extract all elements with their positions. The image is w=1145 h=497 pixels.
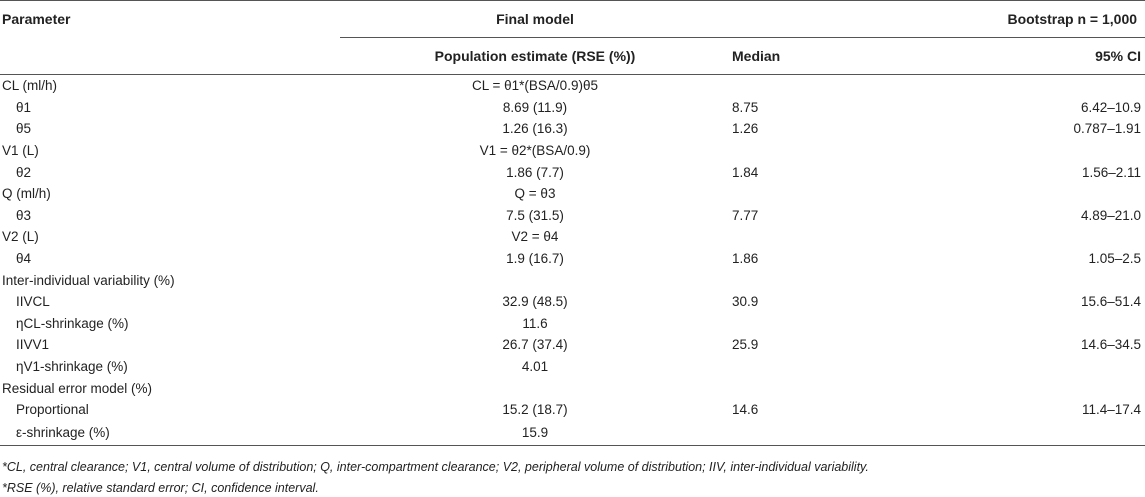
row-estimate: 7.5 (31.5) (506, 207, 564, 223)
row-ci: 11.4–17.4 (1081, 402, 1142, 418)
row-estimate: 15.9 (340, 420, 730, 446)
row-estimate: 8.69 (11.9) (502, 99, 568, 115)
table-row: Q (ml/h) Q = θ3 (0, 183, 1145, 205)
table-row: ηCL-shrinkage (%) 11.6 (0, 313, 1145, 335)
header-ci: 95% CI (970, 37, 1145, 75)
row-ci: 1.56–2.11 (1081, 164, 1142, 180)
header-bootstrap: Bootstrap n = 1,000 (730, 0, 1145, 38)
table-body: CL (ml/h) CL = θ1*(BSA/0.9)θ5 θ1 8.69 (11.9… (0, 75, 1145, 446)
row-estimate (340, 269, 730, 291)
row-parameter: V2 (L) (2, 229, 39, 245)
row-estimate (340, 377, 730, 399)
row-ci: 4.89–21.0 (1080, 207, 1142, 223)
row-median (730, 269, 970, 291)
row-parameter: Proportional (16, 402, 89, 418)
row-median: 25.9 (732, 337, 759, 353)
row-ci (970, 140, 1145, 162)
table-row: θ3 7.5 (31.5) 7.77 4.89–21.0 (0, 205, 1145, 227)
row-parameter: V1 (L) (2, 143, 39, 159)
row-parameter: IIVCL (16, 294, 50, 310)
row-estimate: V2 = θ4 (511, 229, 559, 245)
table-row: ηV1-shrinkage (%) 4.01 (0, 356, 1145, 378)
header-final-model: Final model (340, 0, 730, 38)
row-ci (970, 420, 1145, 446)
row-estimate: V1 = θ2*(BSA/0.9) (479, 143, 591, 159)
row-ci: 15.6–51.4 (1080, 294, 1142, 310)
row-median (730, 140, 970, 162)
table-row: θ1 8.69 (11.9) 8.75 6.42–10.9 (0, 97, 1145, 119)
row-parameter: ε-shrinkage (%) (0, 420, 340, 446)
table-row: Residual error model (%) (0, 377, 1145, 399)
row-estimate: 26.7 (37.4) (502, 337, 568, 353)
table-row: IIVCL 32.9 (48.5) 30.9 15.6–51.4 (0, 291, 1145, 313)
row-median: 30.9 (732, 294, 759, 310)
row-median: 1.84 (732, 164, 759, 180)
row-ci (970, 356, 1145, 378)
row-parameter: ηCL-shrinkage (%) (16, 315, 129, 331)
row-parameter: Inter-individual variability (%) (2, 272, 175, 288)
table-row: ε-shrinkage (%) 15.9 (0, 420, 1145, 446)
table-row: IIVV1 26.7 (37.4) 25.9 14.6–34.5 (0, 334, 1145, 356)
row-parameter: θ5 (16, 121, 32, 137)
row-median: 8.75 (732, 99, 759, 115)
row-median: 7.77 (732, 207, 759, 223)
row-median (730, 183, 970, 205)
row-ci (970, 226, 1145, 248)
row-estimate: 11.6 (522, 315, 548, 331)
row-ci: 6.42–10.9 (1080, 99, 1142, 115)
table-row: θ4 1.9 (16.7) 1.86 1.05–2.5 (0, 248, 1145, 270)
row-ci: 14.6–34.5 (1080, 337, 1142, 353)
row-parameter: IIVV1 (16, 337, 50, 353)
table-row: Inter-individual variability (%) (0, 269, 1145, 291)
row-estimate: 1.9 (16.7) (506, 251, 564, 267)
table-row: V1 (L) V1 = θ2*(BSA/0.9) (0, 140, 1145, 162)
row-ci: 0.787–1.91 (1073, 121, 1142, 137)
row-median (730, 226, 970, 248)
footnote-abbreviations: *CL, central clearance; V1, central volu… (2, 460, 869, 474)
row-parameter: θ2 (16, 164, 32, 180)
row-parameter: ηV1-shrinkage (%) (16, 359, 128, 375)
row-parameter: CL (ml/h) (2, 78, 58, 94)
row-parameter: Residual error model (%) (2, 380, 153, 396)
row-parameter: θ3 (16, 207, 32, 223)
row-median: 14.6 (732, 402, 759, 418)
footnote-rse: *RSE (%), relative standard error; CI, c… (2, 481, 319, 495)
row-ci: 1.05–2.5 (1088, 251, 1142, 267)
row-estimate: 32.9 (48.5) (502, 294, 568, 310)
row-ci (970, 269, 1145, 291)
table-row: θ5 1.26 (16.3) 1.26 0.787–1.91 (0, 118, 1145, 140)
row-estimate: 1.26 (16.3) (502, 121, 568, 137)
row-ci (970, 183, 1145, 205)
row-median (730, 356, 970, 378)
header-parameter: Parameter (0, 0, 340, 38)
table-row: Proportional 15.2 (18.7) 14.6 11.4–17.4 (0, 399, 1145, 421)
row-parameter: θ4 (16, 251, 32, 267)
row-parameter: Q (ml/h) (2, 186, 51, 202)
row-median (730, 420, 970, 446)
header-median: Median (730, 37, 970, 75)
row-estimate: Q = θ3 (514, 186, 556, 202)
table-row: V2 (L) V2 = θ4 (0, 226, 1145, 248)
header-population-estimate: Population estimate (RSE (%)) (340, 37, 730, 75)
row-ci (970, 75, 1145, 97)
row-median (730, 313, 970, 335)
row-ci (970, 313, 1145, 335)
row-estimate: 4.01 (521, 359, 549, 375)
row-median (730, 75, 970, 97)
row-parameter: θ1 (16, 99, 32, 115)
row-estimate: 1.86 (7.7) (506, 164, 564, 180)
row-median (730, 377, 970, 399)
row-estimate: CL = θ1*(BSA/0.9)θ5 (472, 78, 598, 94)
row-ci (970, 377, 1145, 399)
pk-parameter-table: Parameter Final model Bootstrap n = 1,00… (0, 0, 1145, 446)
row-median: 1.86 (732, 251, 759, 267)
table-row: CL (ml/h) CL = θ1*(BSA/0.9)θ5 (0, 75, 1145, 97)
header-empty (0, 37, 340, 75)
row-estimate: 15.2 (18.7) (502, 402, 568, 418)
table-row: θ2 1.86 (7.7) 1.84 1.56–2.11 (0, 161, 1145, 183)
row-median: 1.26 (732, 121, 759, 137)
